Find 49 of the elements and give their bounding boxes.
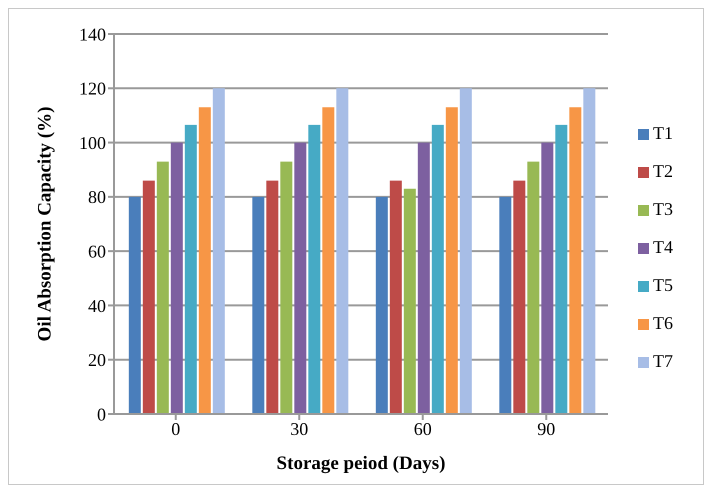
legend-label: T5 bbox=[653, 274, 673, 294]
y-tick-label: 120 bbox=[79, 78, 106, 99]
bar bbox=[142, 180, 155, 414]
bar bbox=[170, 142, 183, 414]
x-tick-label: 0 bbox=[171, 418, 180, 439]
bar bbox=[322, 107, 334, 414]
y-tick-label: 40 bbox=[88, 296, 106, 316]
y-tick-label: 140 bbox=[79, 24, 106, 44]
legend-label: T2 bbox=[653, 160, 673, 180]
bar bbox=[156, 162, 169, 414]
bar bbox=[555, 124, 568, 414]
bar bbox=[294, 142, 306, 414]
bar bbox=[432, 124, 444, 414]
y-tick-label: 80 bbox=[88, 187, 106, 208]
bar bbox=[376, 196, 388, 414]
legend-label: T7 bbox=[653, 350, 673, 370]
y-tick-label: 60 bbox=[88, 242, 106, 262]
bar bbox=[418, 142, 430, 414]
bar bbox=[583, 88, 596, 414]
x-tick-label: 90 bbox=[537, 418, 556, 439]
y-tick-label: 0 bbox=[97, 404, 106, 424]
bar bbox=[513, 180, 526, 414]
legend-label: T6 bbox=[653, 312, 673, 332]
bar bbox=[128, 196, 141, 414]
bar bbox=[446, 107, 458, 414]
bar bbox=[252, 196, 264, 414]
y-tick-label: 20 bbox=[88, 350, 106, 370]
bar bbox=[404, 188, 416, 414]
x-tick-label: 30 bbox=[290, 418, 308, 439]
bar bbox=[184, 124, 197, 414]
x-tick-label: 60 bbox=[414, 418, 432, 439]
bar bbox=[212, 88, 225, 414]
bar bbox=[499, 196, 512, 414]
bar bbox=[336, 88, 348, 414]
y-tick-label: 100 bbox=[79, 132, 106, 153]
legend-label: T3 bbox=[653, 198, 673, 218]
bar bbox=[541, 142, 554, 414]
bar bbox=[198, 107, 211, 414]
bar bbox=[280, 162, 292, 414]
y-axis-title: Oil Absorption Capacity (%) bbox=[34, 106, 56, 342]
x-axis-title: Storage peiod (Days) bbox=[276, 453, 446, 474]
bar bbox=[266, 180, 278, 414]
bar bbox=[527, 162, 540, 414]
bar bbox=[390, 180, 402, 414]
legend-label: T1 bbox=[653, 122, 673, 142]
bar bbox=[460, 88, 472, 414]
bar bbox=[308, 124, 320, 414]
bar bbox=[569, 107, 582, 414]
legend-label: T4 bbox=[653, 236, 673, 256]
